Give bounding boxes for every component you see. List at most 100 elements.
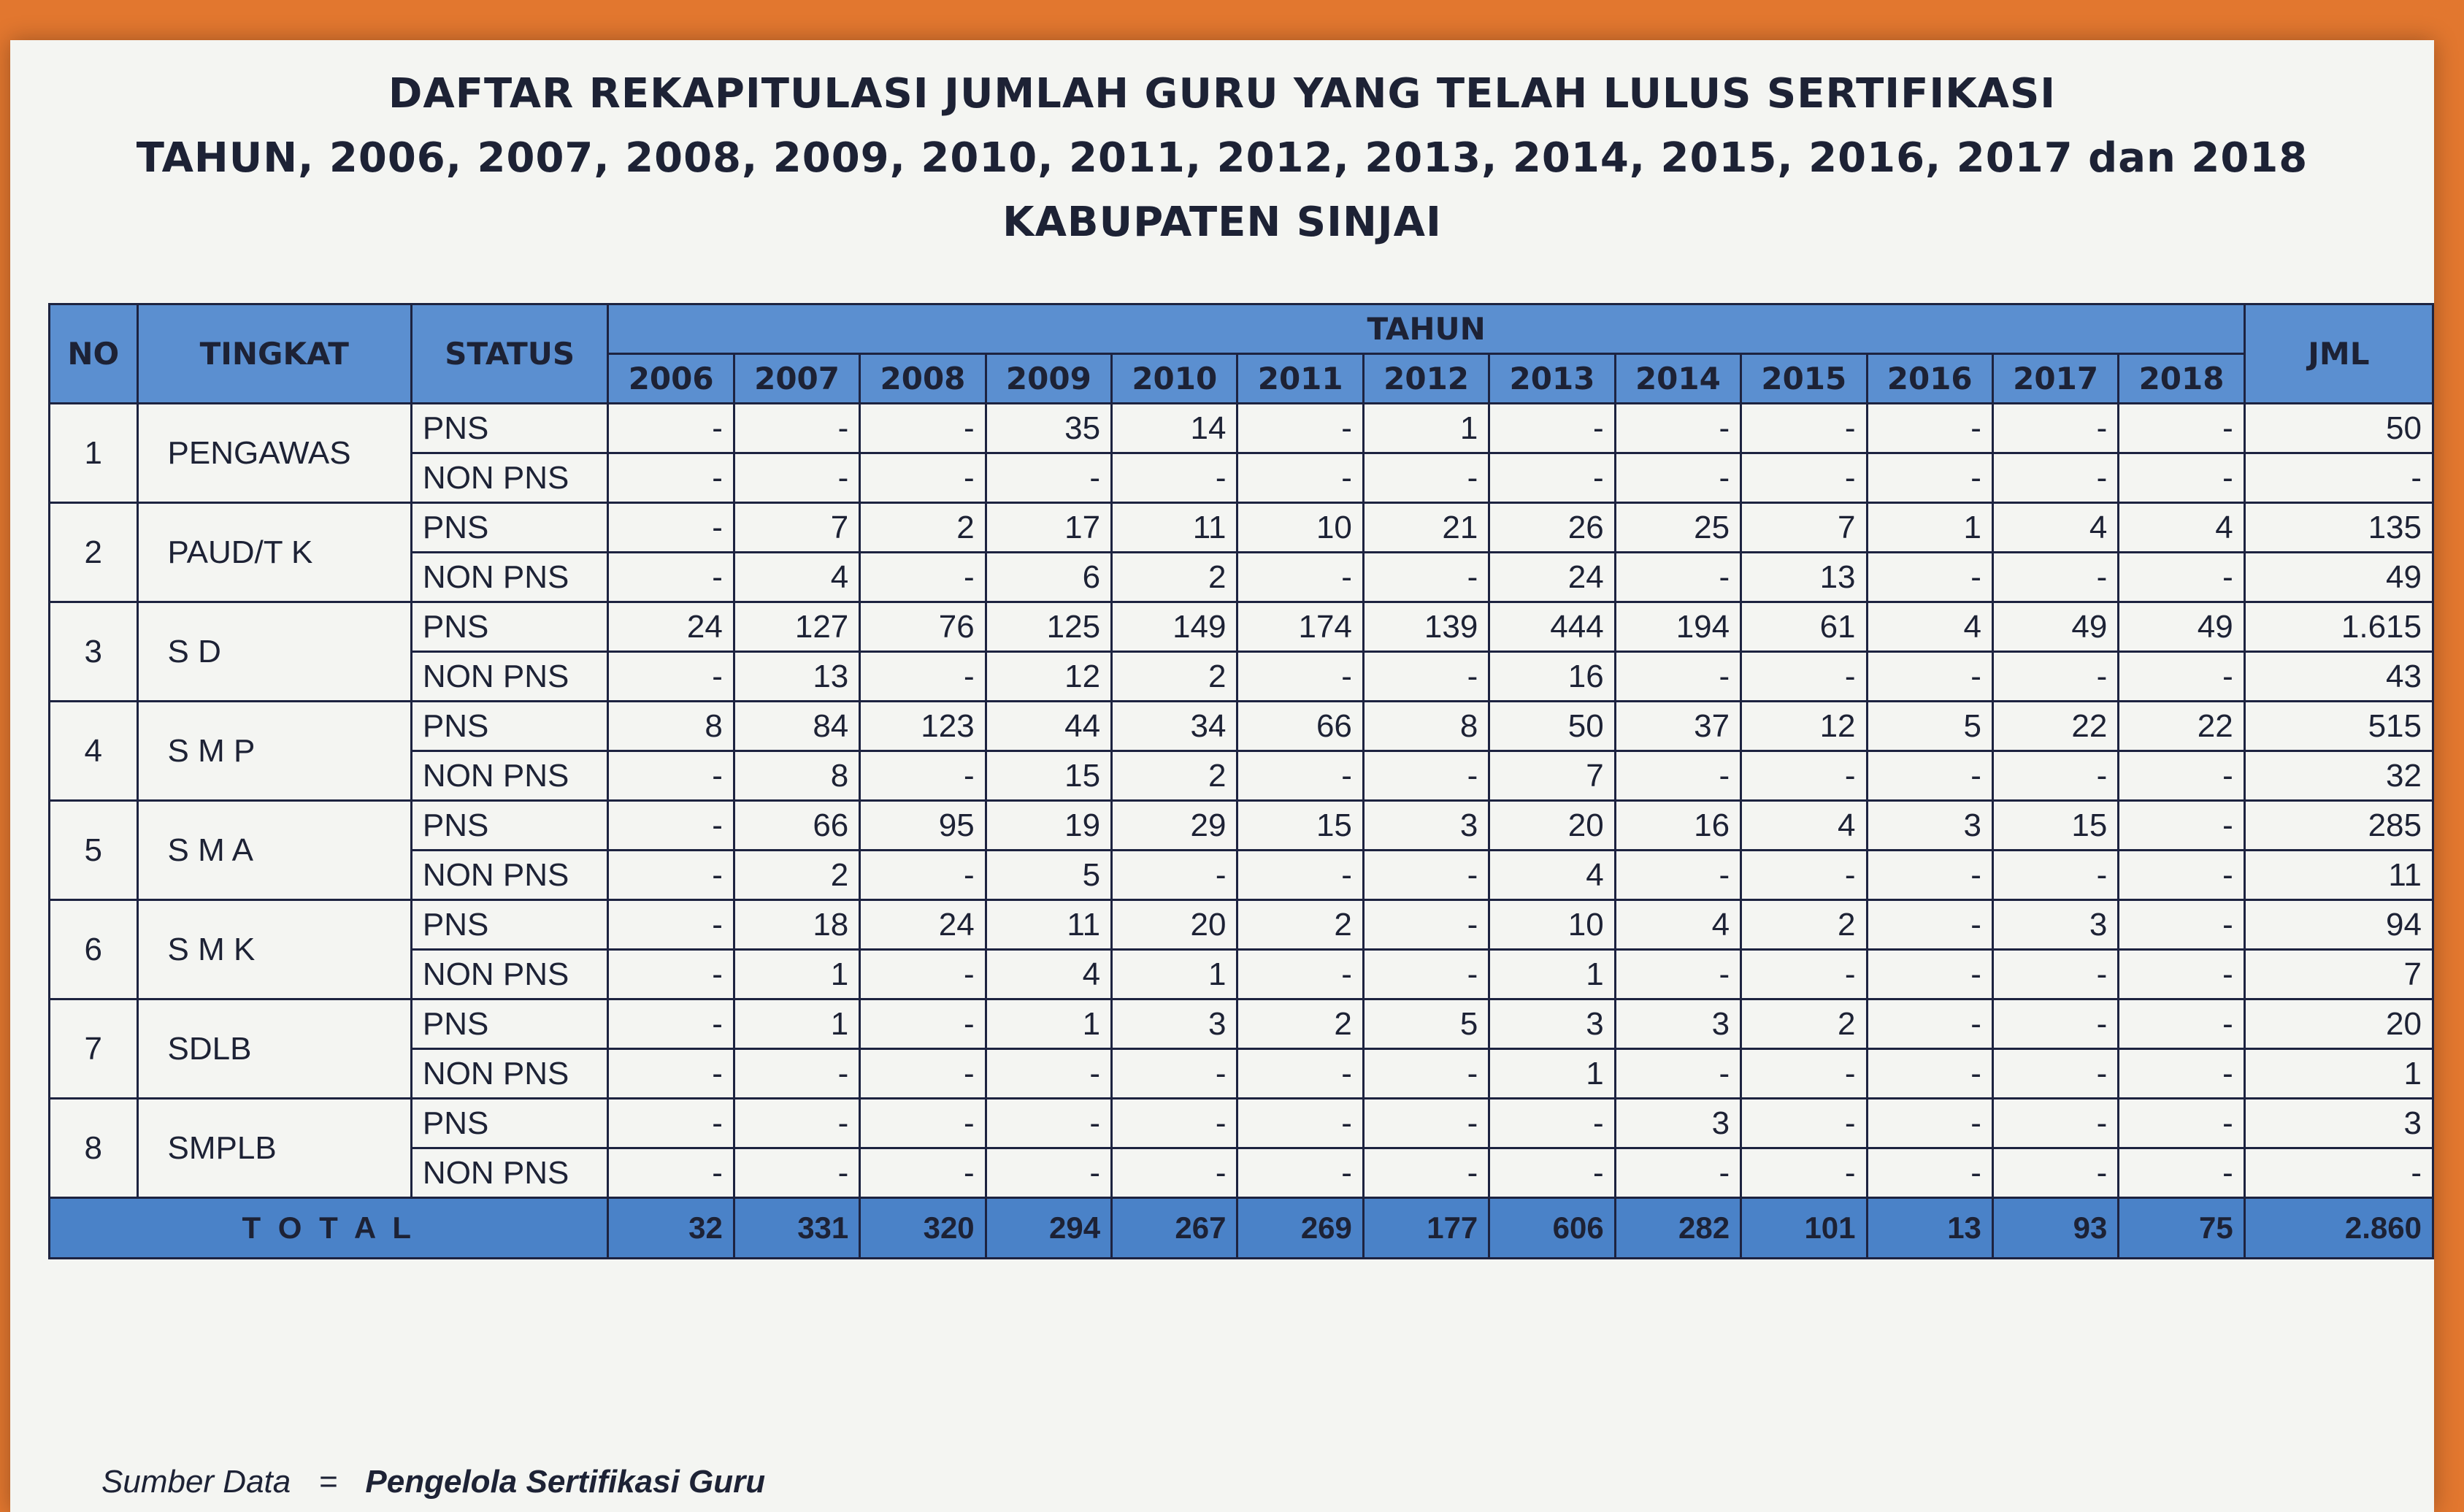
- value-cell: -: [859, 849, 987, 901]
- value-cell: -: [859, 452, 987, 504]
- value-cell: 14: [1110, 402, 1239, 454]
- total-row: T O T A L 32 331 320 294 267 269 177 606 282 101 13…: [47, 1197, 2435, 1259]
- value-cell: -: [1865, 998, 1994, 1050]
- value-cell: 12: [1740, 700, 1868, 752]
- value-cell: -: [2117, 1147, 2246, 1199]
- value-cell: -: [1362, 651, 1491, 702]
- value-cell: 1: [1110, 948, 1239, 1000]
- value-cell: -: [1236, 750, 1365, 802]
- value-cell: -: [1613, 948, 1743, 1000]
- value-cell: 3: [1362, 799, 1491, 851]
- no-cell: 8: [48, 1097, 139, 1199]
- value-cell: -: [1865, 1048, 1994, 1100]
- value-cell: 76: [859, 601, 987, 653]
- value-cell: -: [2117, 998, 2246, 1050]
- value-cell: -: [1865, 1097, 1994, 1149]
- total-cell: 606: [1488, 1197, 1616, 1259]
- status-cell: NON PNS: [410, 750, 610, 802]
- value-cell: -: [1740, 1097, 1868, 1149]
- year-header: 2011: [1236, 353, 1365, 404]
- jml-cell: 3: [2243, 1097, 2435, 1149]
- value-cell: -: [1991, 1048, 2120, 1100]
- value-cell: 24: [1488, 551, 1616, 603]
- total-cell: 13: [1865, 1197, 1994, 1259]
- total-jml: 2.860: [2243, 1197, 2435, 1259]
- value-cell: -: [1362, 452, 1491, 504]
- value-cell: 7: [732, 502, 861, 553]
- year-header: 2013: [1488, 353, 1616, 404]
- value-cell: -: [607, 799, 735, 851]
- data-row: NON PNS -2-5- - -4- - - - -11: [50, 849, 2435, 901]
- total-cell: 269: [1236, 1197, 1365, 1259]
- value-cell: -: [2117, 1097, 2246, 1149]
- tingkat-cell: SDLB: [136, 998, 412, 1100]
- total-cell: 320: [859, 1197, 987, 1259]
- value-cell: 125: [984, 601, 1113, 653]
- value-cell: -: [607, 849, 735, 901]
- value-cell: -: [859, 1048, 987, 1100]
- value-cell: 174: [1236, 601, 1365, 653]
- no-cell: 2: [48, 502, 139, 603]
- data-row: NON PNS - - - - - - -1- - - - -1: [50, 1048, 2435, 1100]
- tingkat-cell: PENGAWAS: [136, 402, 412, 504]
- status-cell: PNS: [410, 1097, 610, 1149]
- value-cell: -: [732, 1048, 861, 1100]
- value-cell: -: [1865, 849, 1994, 901]
- value-cell: 20: [1110, 899, 1239, 951]
- tingkat-cell: S M A: [136, 799, 412, 901]
- value-cell: -: [859, 750, 987, 802]
- value-cell: -: [1740, 750, 1868, 802]
- title-line: TAHUN, 2006, 2007, 2008, 2009, 2010, 201…: [136, 134, 2308, 182]
- value-cell: 22: [2117, 700, 2246, 752]
- status-cell: NON PNS: [410, 1048, 610, 1100]
- value-cell: -: [859, 948, 987, 1000]
- value-cell: 3: [1865, 799, 1994, 851]
- value-cell: 29: [1110, 799, 1239, 851]
- value-cell: -: [1991, 849, 2120, 901]
- value-cell: 4: [1865, 601, 1994, 653]
- value-cell: 15: [984, 750, 1113, 802]
- value-cell: -: [1991, 551, 2120, 603]
- status-cell: PNS: [410, 899, 610, 951]
- jml-cell: 32: [2243, 750, 2435, 802]
- value-cell: -: [1362, 1147, 1491, 1199]
- value-cell: -: [1236, 1048, 1365, 1100]
- value-cell: 24: [607, 601, 735, 653]
- total-label: T O T A L: [47, 1197, 610, 1259]
- value-cell: 13: [732, 651, 861, 702]
- year-header: 2015: [1740, 353, 1868, 404]
- value-cell: 4: [1991, 502, 2120, 553]
- value-cell: 123: [859, 700, 987, 752]
- value-cell: -: [1236, 651, 1365, 702]
- no-cell: 1: [48, 402, 139, 504]
- value-cell: 10: [1488, 899, 1616, 951]
- value-cell: 19: [984, 799, 1113, 851]
- value-cell: 13: [1740, 551, 1868, 603]
- data-row: NON PNS -4-6 2- -24-13- - -49: [50, 551, 2435, 603]
- value-cell: -: [984, 1097, 1113, 1149]
- value-cell: -: [607, 1147, 735, 1199]
- value-cell: -: [1865, 402, 1994, 454]
- header-cell: STATUS: [410, 303, 610, 404]
- value-cell: -: [1740, 849, 1868, 901]
- table-body: 1 PENGAWAS PNS - - -35 14-1- - - - - -50 NON PNS - - - -…: [47, 402, 2435, 1259]
- value-cell: 11: [1110, 502, 1239, 553]
- tingkat-cell: S D: [136, 601, 412, 702]
- jml-cell: 135: [2243, 502, 2435, 553]
- value-cell: 84: [732, 700, 861, 752]
- data-row: NON PNS -1-4 1- -1- - - - -7: [50, 948, 2435, 1000]
- value-cell: -: [732, 402, 861, 454]
- value-cell: -: [2117, 948, 2246, 1000]
- value-cell: -: [1613, 651, 1743, 702]
- value-cell: -: [2117, 849, 2246, 901]
- status-cell: PNS: [410, 502, 610, 553]
- value-cell: 7: [1488, 750, 1616, 802]
- data-row: NON PNS - - - - - - - - - - - - - -: [50, 452, 2435, 504]
- value-cell: -: [859, 1147, 987, 1199]
- value-cell: -: [1865, 1147, 1994, 1199]
- jml-cell: 50: [2243, 402, 2435, 454]
- value-cell: -: [1236, 1147, 1365, 1199]
